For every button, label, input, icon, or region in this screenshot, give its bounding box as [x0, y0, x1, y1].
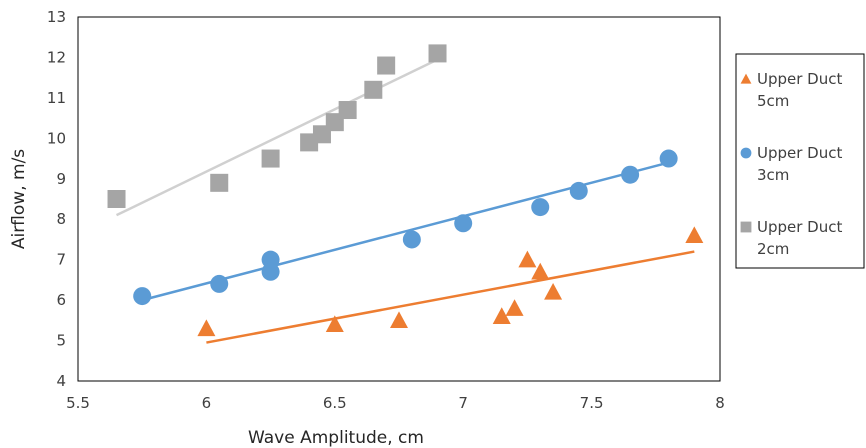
x-tick-label: 7.5	[580, 394, 604, 412]
data-point-series-1	[402, 230, 421, 249]
legend-entry-label: 3cm	[757, 166, 789, 184]
legend-entry-label: Upper Duct	[757, 218, 842, 236]
data-point-series-1	[659, 149, 678, 168]
x-tick-label: 5.5	[66, 394, 90, 412]
data-point-series-2	[210, 173, 229, 192]
data-point-series-1	[454, 214, 473, 233]
legend-box	[735, 53, 865, 269]
data-point-series-2	[338, 101, 357, 120]
x-tick-label: 7	[458, 394, 468, 412]
trendline-series-2	[115, 58, 439, 217]
data-point-series-0	[531, 262, 550, 280]
y-tick-label: 11	[47, 89, 66, 107]
data-point-series-2	[261, 149, 280, 168]
legend-entry-label: 2cm	[757, 240, 789, 258]
x-axis-title: Wave Amplitude, cm	[248, 428, 424, 448]
data-point-series-0	[197, 319, 216, 337]
data-point-series-1	[210, 274, 229, 293]
data-point-series-2	[428, 44, 447, 63]
data-point-series-0	[505, 299, 524, 316]
data-point-series-0	[518, 250, 537, 268]
plot-area	[77, 16, 721, 382]
legend-entry-label: Upper Duct	[757, 70, 842, 88]
data-point-series-1	[261, 262, 280, 281]
x-tick-label: 6.5	[323, 394, 347, 412]
data-point-series-1	[133, 287, 152, 306]
x-tick-label: 6	[202, 394, 212, 412]
y-tick-label: 5	[56, 332, 66, 350]
data-point-series-1	[531, 198, 550, 217]
legend-marker-series-2	[740, 221, 752, 233]
data-point-series-1	[569, 181, 588, 200]
data-point-series-0	[685, 226, 704, 244]
x-tick-label: 8	[715, 394, 725, 412]
data-point-series-0	[544, 283, 563, 300]
y-tick-label: 9	[56, 170, 66, 188]
legend: Upper Duct 5cm Upper Duct 3cm Upper Duct 2cm	[735, 53, 865, 269]
y-tick-label: 6	[56, 291, 66, 309]
legend-marker-series-1	[740, 147, 752, 159]
data-point-series-2	[107, 190, 126, 208]
y-tick-label: 8	[56, 210, 66, 228]
data-point-series-2	[364, 80, 383, 99]
y-axis-title: Airflow, m/s	[9, 149, 29, 249]
data-point-series-0	[492, 307, 511, 324]
y-tick-label: 7	[56, 251, 66, 269]
legend-entry-label: 5cm	[757, 92, 789, 110]
y-tick-label: 12	[47, 48, 66, 66]
legend-entry-label: Upper Duct	[757, 144, 842, 162]
data-point-series-2	[377, 56, 396, 75]
trendline-series-0	[206, 250, 695, 344]
y-tick-label: 4	[56, 372, 66, 390]
data-point-series-1	[621, 165, 640, 184]
y-tick-label: 10	[47, 129, 66, 147]
y-tick-label: 13	[47, 8, 66, 26]
data-point-series-0	[390, 311, 408, 328]
data-point-series-0	[325, 315, 344, 333]
legend-marker-series-0	[740, 73, 752, 84]
